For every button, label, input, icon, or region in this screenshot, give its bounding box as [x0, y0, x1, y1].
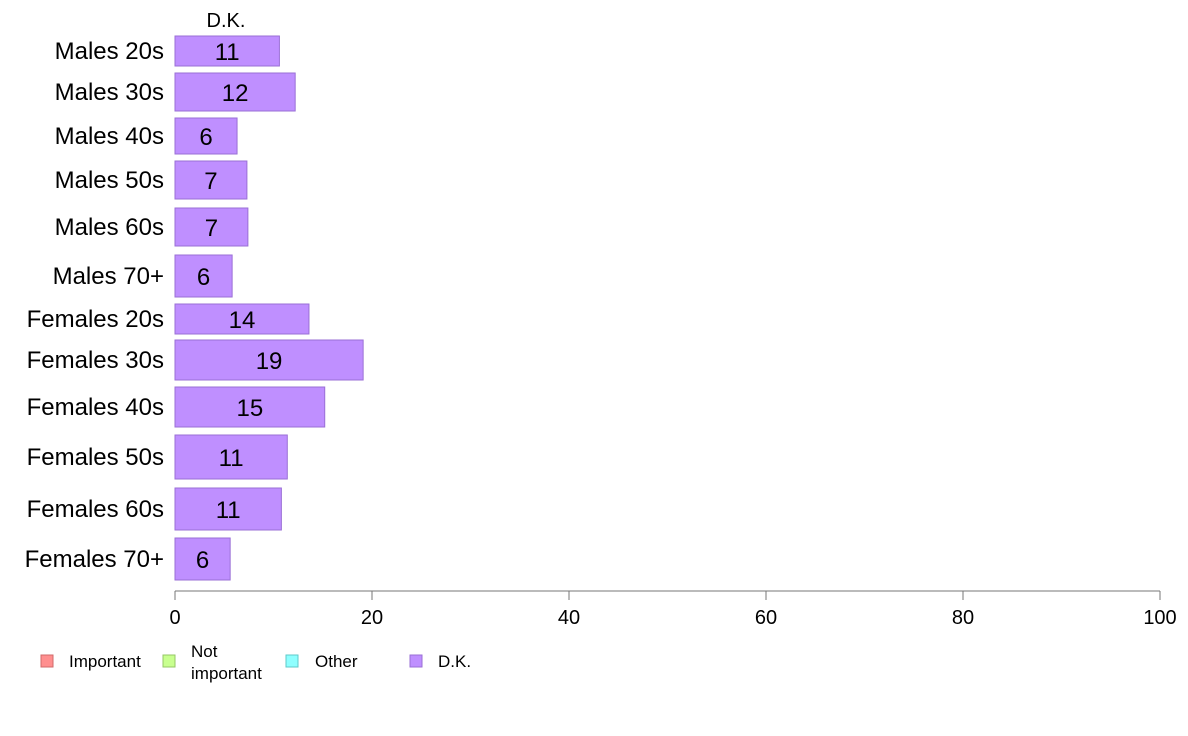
x-tick-label: 60 — [755, 607, 777, 629]
category-label-females-30s: Females 30s — [27, 347, 164, 374]
x-tick-label: 80 — [952, 607, 974, 629]
category-label-females-40s: Females 40s — [27, 394, 164, 421]
x-tick-label: 0 — [169, 607, 180, 629]
x-tick-label: 20 — [361, 607, 383, 629]
legend-swatch-not-important — [162, 654, 176, 668]
category-label-males-30s: Males 30s — [55, 79, 164, 106]
value-label-females-50s: 11 — [219, 445, 244, 472]
category-label-males-40s: Males 40s — [55, 123, 164, 150]
value-label-males-30s: 12 — [222, 80, 249, 107]
category-label-females-70plus: Females 70+ — [25, 546, 164, 573]
value-label-females-30s: 19 — [256, 348, 283, 375]
bar-females-30s — [174, 339, 364, 381]
category-label-males-70plus: Males 70+ — [53, 263, 164, 290]
bar-females-50s — [174, 434, 288, 480]
category-label-females-60s: Females 60s — [27, 496, 164, 523]
value-label-females-40s: 15 — [237, 395, 264, 422]
bar-males-50s — [174, 160, 248, 200]
value-label-females-70plus: 6 — [196, 547, 209, 574]
bar-males-60s — [174, 207, 249, 247]
legend-label-d-k: D.K. — [438, 652, 471, 671]
bar-females-70plus — [174, 537, 231, 581]
bar-males-40s — [174, 117, 238, 155]
value-label-males-50s: 7 — [204, 168, 217, 195]
legend-label-not-important-line-1: Not — [191, 642, 218, 661]
legend-swatch-important — [40, 654, 54, 668]
bar-males-20s — [174, 35, 280, 67]
legend-label-important: Important — [69, 652, 141, 671]
category-label-males-50s: Males 50s — [55, 167, 164, 194]
category-label-females-20s: Females 20s — [27, 306, 164, 333]
value-label-females-20s: 14 — [229, 307, 256, 334]
legend-swatch-other — [285, 654, 299, 668]
legend-label-other: Other — [315, 652, 358, 671]
category-label-females-50s: Females 50s — [27, 444, 164, 471]
bar-males-70plus — [174, 254, 233, 298]
bar-males-30s — [174, 72, 296, 112]
category-label-males-60s: Males 60s — [55, 214, 164, 241]
value-label-males-20s: 11 — [215, 39, 240, 66]
value-label-males-60s: 7 — [205, 215, 218, 242]
bar-females-20s — [174, 303, 310, 335]
x-tick-label: 40 — [558, 607, 580, 629]
legend-label-not-important-line-2: important — [191, 664, 262, 683]
bars-group: Males 20s 11 Males 30s 12 Males 40s 6 Males 50… — [25, 35, 364, 581]
x-axis: 0 20 40 60 80 100 — [169, 590, 1177, 629]
value-label-males-40s: 6 — [199, 124, 212, 151]
column-header: D.K. — [207, 10, 246, 32]
bar-females-40s — [174, 386, 326, 428]
value-label-females-60s: 11 — [216, 497, 241, 524]
x-tick-label: 100 — [1143, 607, 1176, 629]
bar-females-60s — [174, 487, 282, 531]
value-label-males-70plus: 6 — [197, 264, 210, 291]
category-label-males-20s: Males 20s — [55, 38, 164, 65]
legend-swatch-d-k — [409, 654, 423, 668]
legend: Important Not important Other D.K. — [40, 642, 471, 683]
